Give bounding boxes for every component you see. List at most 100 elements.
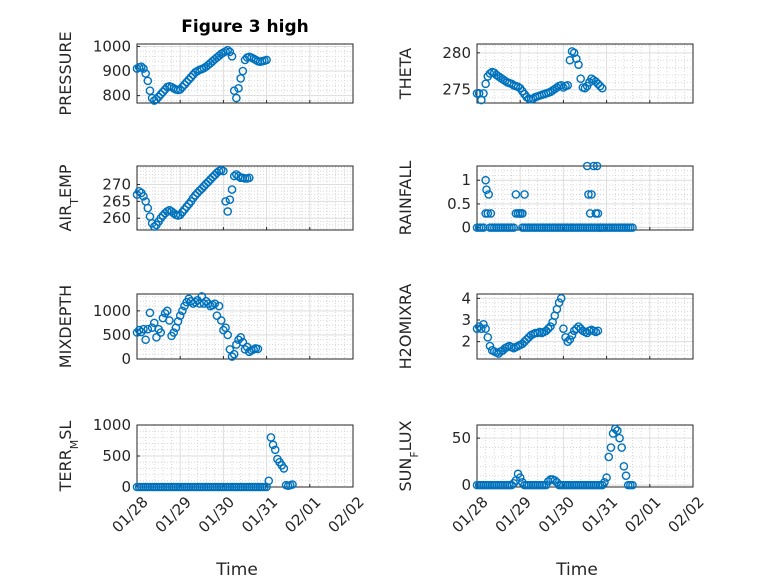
- y-tick-label: 1000: [93, 37, 131, 55]
- panel-terr_msl: 0 500 1000 01/28 01/29 01/30 01/31 02/01 02/02 TE…: [56, 416, 368, 580]
- data-point: [184, 75, 194, 84]
- data-point: [567, 47, 577, 56]
- y-tick-label: 50: [452, 429, 471, 447]
- y-axis-label: RAINFALL: [396, 161, 415, 236]
- y-axis-label: PRESSURE: [56, 31, 75, 115]
- data-point: [232, 93, 241, 103]
- data-point: [608, 429, 618, 438]
- data-point: [156, 90, 166, 99]
- data-point: [518, 339, 527, 349]
- data-point: [223, 330, 233, 340]
- data-point: [477, 324, 486, 333]
- y-tick-label: 0.5: [447, 195, 471, 213]
- y-tick-label: 270: [102, 176, 131, 194]
- data-point: [485, 341, 495, 351]
- data-point: [472, 324, 482, 333]
- data-point: [160, 308, 170, 318]
- data-point: [610, 424, 620, 434]
- axes-box: [476, 43, 694, 104]
- data-point: [606, 443, 616, 452]
- data-point: [483, 333, 493, 342]
- data-point: [143, 203, 153, 213]
- data-point: [268, 440, 278, 450]
- axes-box: [476, 424, 694, 488]
- data-point: [479, 320, 488, 329]
- data-point: [149, 222, 159, 231]
- data-point: [543, 324, 553, 333]
- data-point: [262, 55, 271, 65]
- data-point: [619, 462, 629, 471]
- y-tick-label: 0: [461, 219, 471, 237]
- data-point: [245, 347, 254, 357]
- panel-pressure: 800 900 1000 PRESSURE: [56, 31, 354, 116]
- data-point: [210, 299, 220, 308]
- data-point: [513, 82, 523, 92]
- panel-h2omixra: 2 3 4 H2OMIXRA: [396, 284, 694, 370]
- data-point: [162, 306, 172, 316]
- data-point: [186, 72, 196, 82]
- x-tick-label: 02/01: [281, 493, 324, 536]
- data-point: [139, 324, 148, 334]
- data-point: [234, 83, 243, 93]
- x-tick-label: 01/30: [535, 493, 578, 536]
- data-point: [214, 301, 224, 311]
- data-point: [169, 328, 179, 337]
- y-tick-label: 800: [102, 87, 131, 105]
- data-point: [520, 190, 529, 199]
- data-point: [180, 80, 189, 89]
- data-point: [541, 326, 551, 336]
- data-point: [134, 325, 144, 335]
- data-point: [197, 184, 207, 193]
- data-point: [589, 161, 598, 171]
- data-point: [221, 197, 230, 206]
- data-point: [154, 92, 163, 102]
- y-axis-label: TERRMSL: [56, 421, 81, 493]
- data-point: [597, 83, 607, 93]
- data-point: [132, 328, 142, 337]
- data-point: [191, 191, 200, 200]
- data-point: [143, 324, 153, 334]
- data-point: [137, 62, 146, 71]
- data-point: [593, 209, 603, 218]
- data-point: [552, 83, 562, 92]
- y-axis-label: SUNFLUX: [396, 420, 421, 491]
- x-tick-label: 01/29: [492, 493, 535, 536]
- x-tick-label: 01/31: [238, 493, 281, 536]
- data-point: [483, 209, 493, 218]
- data-point: [481, 324, 490, 333]
- y-tick-label: 4: [461, 289, 471, 307]
- data-point: [175, 311, 185, 320]
- data-point: [229, 86, 239, 96]
- data-point: [229, 349, 239, 359]
- data-point: [236, 74, 245, 83]
- data-point: [621, 471, 631, 481]
- y-tick-label: 275: [442, 81, 471, 99]
- data-point: [593, 326, 603, 336]
- data-point: [484, 190, 493, 199]
- x-tick-label: 01/29: [152, 493, 195, 536]
- data-point: [580, 83, 590, 93]
- data-point: [253, 344, 263, 354]
- y-tick-label: 900: [102, 62, 131, 80]
- x-tick-label: 02/02: [664, 493, 707, 536]
- y-tick-label: 3: [461, 311, 471, 329]
- y-tick-label: 1000: [93, 302, 131, 320]
- y-tick-label: 260: [102, 209, 131, 227]
- data-point: [264, 476, 274, 486]
- data-point: [554, 298, 564, 307]
- data-point: [574, 322, 583, 331]
- data-point: [565, 335, 575, 344]
- axes-box: [136, 43, 354, 104]
- data-point: [582, 161, 592, 171]
- data-point: [203, 177, 213, 187]
- data-point: [563, 81, 573, 90]
- y-axis-label: H2OMIXRA: [396, 284, 415, 370]
- data-point: [184, 294, 194, 304]
- data-point: [587, 190, 596, 199]
- data-point: [515, 473, 525, 482]
- data-point: [208, 172, 217, 182]
- data-point: [600, 478, 609, 487]
- y-tick-label: 500: [102, 447, 131, 465]
- data-point: [219, 166, 228, 176]
- x-tick-label: 01/28: [108, 493, 151, 536]
